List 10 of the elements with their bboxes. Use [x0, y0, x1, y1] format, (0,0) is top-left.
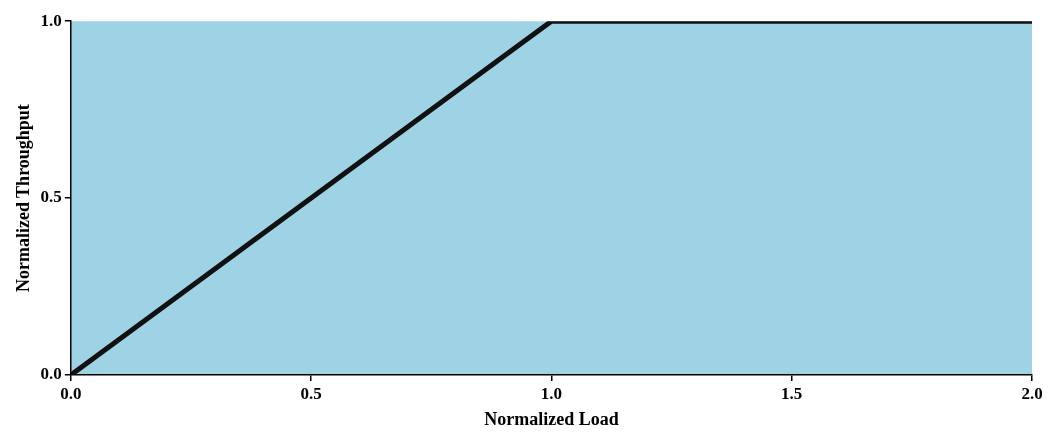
x-tick-label: 0.5: [300, 383, 322, 403]
x-tick-label: 2.0: [1021, 383, 1043, 403]
y-tick-label: 0.5: [40, 187, 62, 207]
y-tick-label: 1.0: [40, 10, 62, 30]
x-tick-label: 1.0: [540, 383, 563, 403]
y-axis-title: Normalized Throughput: [13, 104, 34, 293]
x-tick-label: 1.5: [781, 383, 803, 403]
y-tick-label: 0.0: [40, 364, 62, 384]
x-axis-title: Normalized Load: [484, 408, 619, 429]
x-tick-label: 0.0: [60, 383, 82, 403]
